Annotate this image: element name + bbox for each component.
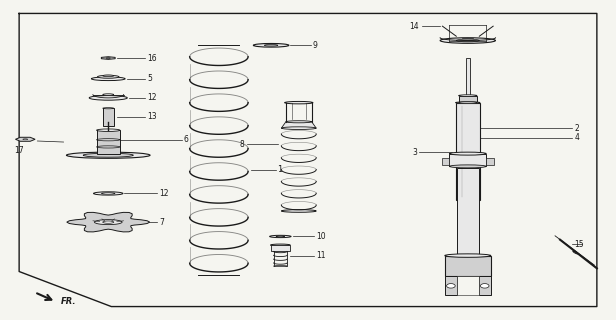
Bar bbox=[479, 276, 491, 295]
Bar bbox=[270, 245, 290, 251]
Bar bbox=[457, 276, 479, 295]
Ellipse shape bbox=[455, 102, 480, 104]
Text: 5: 5 bbox=[147, 74, 152, 83]
Text: 16: 16 bbox=[147, 53, 156, 62]
Text: 17: 17 bbox=[14, 146, 24, 155]
Polygon shape bbox=[15, 137, 35, 141]
Circle shape bbox=[480, 284, 489, 288]
Ellipse shape bbox=[282, 127, 316, 130]
Ellipse shape bbox=[282, 210, 316, 212]
Ellipse shape bbox=[94, 192, 123, 195]
Text: 12: 12 bbox=[160, 189, 169, 198]
Bar bbox=[455, 103, 480, 200]
Circle shape bbox=[447, 284, 455, 288]
Text: 7: 7 bbox=[160, 218, 164, 227]
Ellipse shape bbox=[103, 94, 114, 95]
Ellipse shape bbox=[23, 139, 28, 140]
Bar bbox=[456, 168, 479, 256]
Ellipse shape bbox=[285, 101, 313, 104]
Text: 14: 14 bbox=[409, 22, 419, 31]
Ellipse shape bbox=[97, 129, 120, 132]
Ellipse shape bbox=[456, 39, 479, 42]
Text: FR.: FR. bbox=[61, 297, 76, 306]
Polygon shape bbox=[67, 212, 150, 232]
Ellipse shape bbox=[270, 244, 290, 246]
Ellipse shape bbox=[67, 152, 150, 158]
Ellipse shape bbox=[97, 75, 119, 78]
Text: 11: 11 bbox=[316, 251, 325, 260]
Bar bbox=[442, 158, 449, 165]
Ellipse shape bbox=[276, 236, 285, 237]
Polygon shape bbox=[101, 57, 115, 60]
Ellipse shape bbox=[103, 75, 114, 76]
Ellipse shape bbox=[449, 152, 486, 155]
Ellipse shape bbox=[103, 221, 114, 223]
Text: 2: 2 bbox=[574, 124, 579, 132]
Ellipse shape bbox=[270, 235, 291, 238]
Ellipse shape bbox=[456, 255, 479, 256]
Text: 15: 15 bbox=[574, 240, 584, 249]
Bar bbox=[103, 108, 114, 126]
Text: 10: 10 bbox=[316, 232, 326, 241]
Bar bbox=[466, 58, 470, 98]
Ellipse shape bbox=[264, 44, 278, 46]
Ellipse shape bbox=[83, 153, 133, 157]
Ellipse shape bbox=[458, 102, 477, 103]
Ellipse shape bbox=[445, 254, 491, 257]
Ellipse shape bbox=[286, 121, 312, 123]
Ellipse shape bbox=[94, 220, 122, 225]
Ellipse shape bbox=[89, 96, 128, 100]
Ellipse shape bbox=[106, 58, 110, 59]
Ellipse shape bbox=[449, 165, 486, 168]
Bar bbox=[458, 96, 477, 103]
Text: 6: 6 bbox=[184, 135, 188, 144]
Ellipse shape bbox=[253, 44, 289, 47]
Bar bbox=[445, 276, 457, 295]
Ellipse shape bbox=[103, 108, 114, 109]
Polygon shape bbox=[282, 122, 316, 128]
Bar bbox=[445, 256, 491, 276]
Bar bbox=[486, 158, 493, 165]
Text: 9: 9 bbox=[313, 41, 318, 50]
Ellipse shape bbox=[458, 95, 477, 97]
Ellipse shape bbox=[274, 266, 287, 267]
Ellipse shape bbox=[102, 193, 115, 194]
Text: 4: 4 bbox=[574, 133, 579, 142]
Bar bbox=[449, 154, 486, 166]
Text: 1: 1 bbox=[278, 165, 283, 174]
Text: 13: 13 bbox=[147, 113, 156, 122]
Text: 12: 12 bbox=[147, 93, 156, 102]
Ellipse shape bbox=[440, 38, 495, 43]
Text: 3: 3 bbox=[412, 148, 417, 156]
Text: 8: 8 bbox=[240, 140, 245, 148]
Ellipse shape bbox=[91, 77, 125, 81]
Bar bbox=[97, 130, 120, 154]
Ellipse shape bbox=[573, 251, 578, 254]
